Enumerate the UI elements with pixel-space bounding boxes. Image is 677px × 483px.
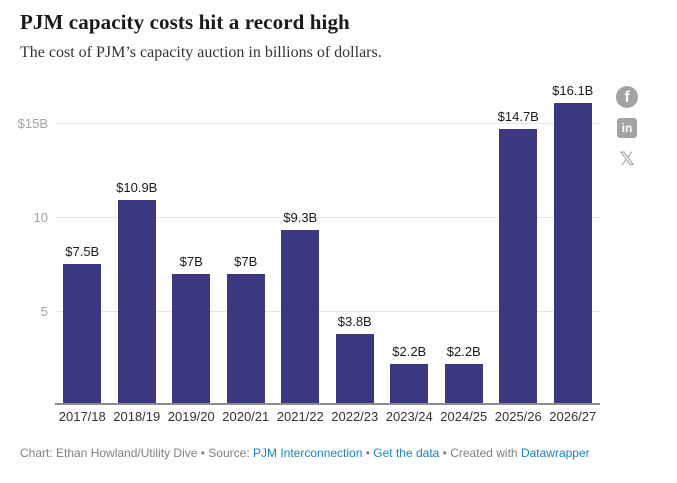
linkedin-icon: in bbox=[617, 118, 637, 138]
chart-credit: Chart: Ethan Howland/Utility Dive bbox=[20, 446, 198, 460]
bar-2023/24[interactable] bbox=[390, 363, 429, 405]
separator: • bbox=[200, 446, 205, 460]
y-axis-tick-label: 5 bbox=[40, 304, 48, 320]
facebook-icon: f bbox=[616, 86, 638, 108]
source-link[interactable]: PJM Interconnection bbox=[253, 446, 363, 460]
separator: • bbox=[365, 446, 370, 460]
x-axis-tick-label: 2019/20 bbox=[167, 409, 215, 424]
chart-subtitle: The cost of PJM’s capacity auction in bi… bbox=[20, 44, 382, 61]
source-label: Source: bbox=[208, 446, 250, 460]
chart-title: PJM capacity costs hit a record high bbox=[20, 10, 350, 34]
bar-value-label: $7B bbox=[179, 253, 203, 269]
plot-area: 5 10 $15B $7.5B $10.9B $7B $7B $9.3B $3.8B $2.2B $… bbox=[18, 82, 600, 405]
bar-2021/22[interactable] bbox=[281, 230, 320, 405]
x-axis-tick-label: 2017/18 bbox=[58, 409, 106, 424]
x-axis-tick-label: 2020/21 bbox=[222, 409, 270, 424]
bar-value-label: $14.7B bbox=[497, 109, 539, 125]
bar-2020/21[interactable] bbox=[226, 273, 265, 405]
x-share-icon[interactable]: 𝕏 bbox=[619, 148, 634, 170]
x-axis-tick-label: 2024/25 bbox=[440, 409, 488, 424]
bar-2018/19[interactable] bbox=[117, 200, 156, 405]
bar-value-label: $2.2B bbox=[446, 343, 481, 359]
get-the-data-link[interactable]: Get the data bbox=[373, 446, 440, 460]
facebook-share-icon[interactable]: f bbox=[616, 86, 638, 108]
x-twitter-icon: 𝕏 bbox=[619, 148, 635, 170]
separator: • bbox=[442, 446, 447, 460]
x-axis-tick-label: 2018/19 bbox=[113, 409, 161, 424]
gridline-5 bbox=[55, 310, 600, 312]
x-axis-tick-label: 2021/22 bbox=[276, 409, 324, 424]
bar-value-label: $7.5B bbox=[65, 244, 100, 260]
datawrapper-link[interactable]: Datawrapper bbox=[520, 446, 590, 460]
bar-value-label: $9.3B bbox=[283, 210, 318, 226]
share-toolbar: f in 𝕏 bbox=[615, 86, 639, 170]
bar-value-label: $10.9B bbox=[116, 180, 158, 196]
x-axis-tick-label: 2022/23 bbox=[331, 409, 379, 424]
bar-2022/23[interactable] bbox=[335, 333, 374, 405]
bar-value-label: $3.8B bbox=[337, 313, 372, 329]
x-axis-tick-label: 2025/26 bbox=[494, 409, 542, 424]
bar-2026/27[interactable] bbox=[553, 102, 592, 405]
bar-value-label: $2.2B bbox=[392, 343, 427, 359]
gridline-10 bbox=[55, 216, 600, 218]
bar-2017/18[interactable] bbox=[63, 264, 102, 405]
linkedin-share-icon[interactable]: in bbox=[617, 117, 637, 139]
bar-2019/20[interactable] bbox=[172, 273, 211, 405]
bar-value-label: $16.1B bbox=[552, 82, 594, 98]
x-axis-line bbox=[55, 403, 600, 405]
bar-2024/25[interactable] bbox=[444, 363, 483, 405]
x-axis-tick-label: 2023/24 bbox=[385, 409, 433, 424]
bar-2025/26[interactable] bbox=[499, 129, 538, 405]
y-axis-tick-label: 10 bbox=[33, 210, 48, 226]
footer-byline: Chart: Ethan Howland/Utility Dive • Sour… bbox=[20, 446, 590, 460]
created-with-label: Created with bbox=[450, 446, 518, 460]
gridline-15 bbox=[55, 122, 600, 124]
bar-value-label: $7B bbox=[234, 253, 258, 269]
x-axis-tick-label: 2026/27 bbox=[549, 409, 597, 424]
y-axis-tick-label: $15B bbox=[17, 116, 48, 132]
